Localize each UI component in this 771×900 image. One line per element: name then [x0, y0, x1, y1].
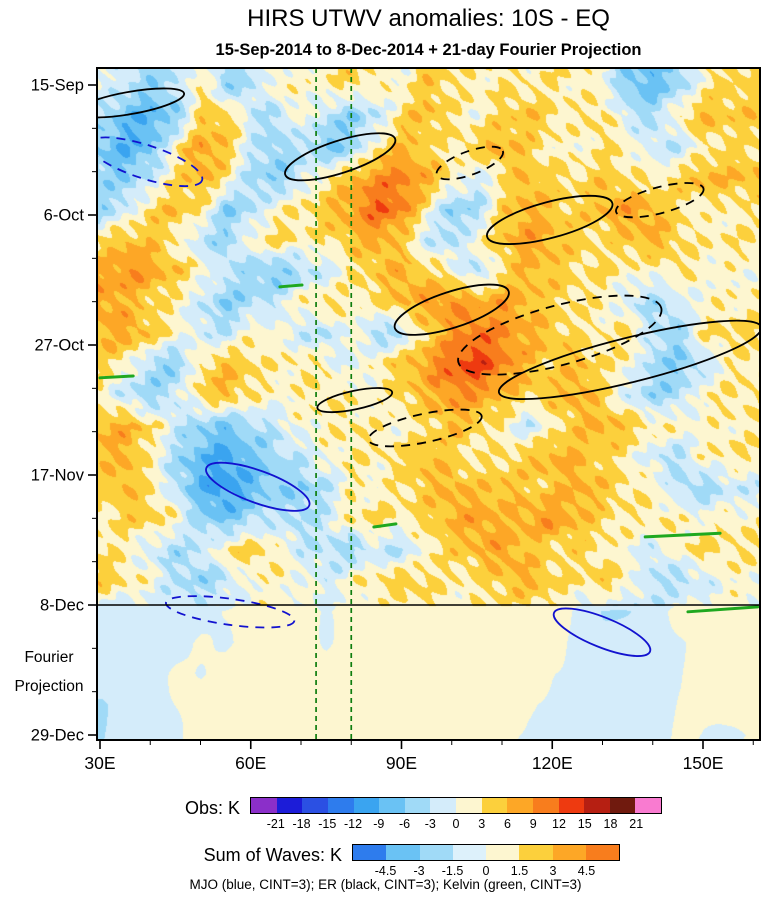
wave-legend-footnote: MJO (blue, CINT=3); ER (black, CINT=3); … [189, 877, 582, 892]
obs-colorbar-label: Obs: K [184, 798, 240, 818]
colorbar-segment [507, 798, 533, 813]
colorbar-tick-label: 3 [549, 864, 557, 878]
y-tick-label: 15-Sep [31, 77, 84, 95]
colorbar-tick-label: -3 [413, 864, 425, 878]
y-tick-label: 17-Nov [31, 467, 85, 485]
y-tick-label: 6-Oct [44, 207, 85, 225]
x-tick-label: 60E [235, 753, 266, 773]
colorbar-tick-label: -1.5 [441, 864, 464, 878]
colorbar-tick-label: 1.5 [510, 864, 529, 878]
colorbar-tick-label: -18 [292, 817, 311, 831]
x-tick-label: 150E [683, 753, 724, 773]
colorbar-tick-label: 21 [629, 817, 644, 831]
colorbar-tick-label: -21 [266, 817, 285, 831]
fourier-word: Fourier [24, 649, 74, 666]
y-tick-label: 27-Oct [34, 337, 84, 355]
colorbar-segment [452, 845, 486, 860]
x-tick-label: 30E [84, 753, 115, 773]
obs-colorbar [250, 797, 662, 814]
colorbar-segment [609, 798, 636, 813]
colorbar-segment [430, 798, 456, 813]
y-tick-label: 8-Dec [40, 597, 84, 615]
colorbar-segment [353, 798, 380, 813]
anomaly-heatmap [97, 68, 760, 740]
colorbar-tick-label: -3 [424, 817, 436, 831]
colorbar-tick-label: 12 [552, 817, 566, 831]
colorbar-tick-label: 18 [603, 817, 618, 831]
colorbar-tick-label: 4.5 [577, 864, 596, 878]
colorbar-segment [276, 798, 303, 813]
colorbar-tick-label: -4.5 [374, 864, 397, 878]
y-tick-label: 29-Dec [31, 727, 84, 745]
colorbar-segment [584, 798, 610, 813]
sum-of-waves-colorbar [352, 844, 620, 861]
colorbar-tick-label: 3 [478, 817, 486, 831]
colorbar-segment [486, 845, 520, 860]
colorbar-segment [552, 845, 586, 860]
colorbar-tick-label: -12 [343, 817, 363, 831]
colorbar-segment [585, 845, 619, 860]
colorbar-segment [379, 798, 405, 813]
sum-of-waves-colorbar-label: Sum of Waves: K [203, 845, 342, 865]
obs-colorbar-ticks: -21 -18 -15 -12 -9 -6 -3 0 3 6 9 12 15 18 21 [250, 817, 662, 832]
colorbar-segment [519, 845, 553, 860]
colorbar-tick-label: -9 [373, 817, 385, 831]
x-tick-label: 120E [532, 753, 573, 773]
colorbar-tick-label: 15 [577, 817, 592, 831]
colorbar-tick-label: 0 [452, 817, 460, 831]
colorbar-tick-label: 9 [529, 817, 537, 831]
colorbar-tick-label: -6 [398, 817, 411, 831]
colorbar-segment [327, 798, 354, 813]
colorbar-segment [353, 845, 387, 860]
colorbar-segment [251, 798, 277, 813]
fourier-projection-axis-label: Fourier Projection [2, 643, 96, 702]
colorbar-segment [481, 798, 508, 813]
colorbar-segment [558, 798, 585, 813]
projection-word: Projection [14, 678, 84, 696]
colorbar-segment [456, 798, 482, 813]
colorbar-segment [635, 798, 661, 813]
colorbar-segment [386, 845, 420, 860]
colorbar-segment [302, 798, 328, 813]
chart-title: HIRS UTWV anomalies: 10S - EQ [247, 5, 610, 32]
colorbar-segment [404, 798, 431, 813]
colorbar-segment [532, 798, 559, 813]
chart-subtitle: 15-Sep-2014 to 8-Dec-2014 + 21-day Fouri… [215, 41, 642, 59]
colorbar-segment [419, 845, 453, 860]
colorbar-tick-label: 6 [504, 817, 511, 831]
sum-of-waves-colorbar-ticks: -4.5 -3 -1.5 0 1.5 3 4.5 [352, 864, 620, 879]
x-tick-label: 90E [386, 753, 417, 773]
colorbar-tick-label: 0 [482, 864, 490, 878]
colorbar-tick-label: -15 [318, 817, 337, 831]
